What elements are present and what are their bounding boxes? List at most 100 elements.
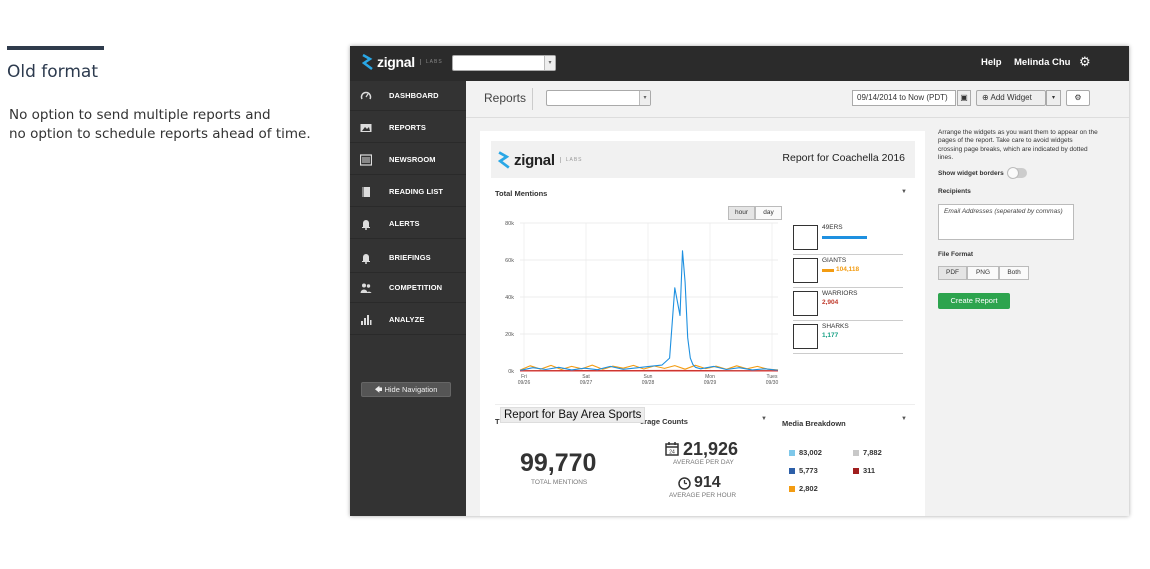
caption-description: No option to send multiple reports and n… [9, 106, 329, 143]
total-mentions-caption: TOTAL MENTIONS [531, 479, 588, 486]
legend-bar [822, 236, 867, 239]
sidebar-item-label: COMPETITION [389, 283, 443, 292]
sidebar-item-briefings[interactable]: BRIEFINGS [350, 243, 466, 273]
sidebar-item-label: BRIEFINGS [389, 253, 431, 262]
report-header: zignal LABS Report for Coachella 2016 [491, 141, 915, 178]
x-tick-day-label: Sun [644, 374, 653, 380]
workspace-select[interactable]: ▾ [452, 55, 556, 71]
tooltip: Report for Bay Area Sports [500, 407, 646, 423]
zignal-logo[interactable]: zignal LABS [362, 54, 443, 70]
caption-accent-bar [7, 46, 104, 50]
legend-bar [822, 269, 834, 272]
date-range-field[interactable]: 09/14/2014 to Now (PDT) [852, 90, 956, 106]
legend-avatar [793, 324, 818, 349]
x-tick-date-label: 09/26 [518, 380, 531, 386]
logo-labs: LABS [419, 59, 443, 65]
sidebar-item-analyze[interactable]: ANALYZE [350, 305, 466, 335]
sidebar-item-newsroom[interactable]: NEWSROOM [350, 145, 466, 175]
recipients-input[interactable]: Email Addresses (seperated by commas) [938, 204, 1074, 240]
day-toggle[interactable]: day [755, 206, 782, 220]
gear-icon[interactable]: ⚙ [1079, 54, 1091, 69]
total-mentions-label: Total Mentions [495, 189, 548, 198]
report-canvas: zignal LABS Report for Coachella 2016 To… [480, 131, 925, 516]
instructions-text: Arrange the widgets as you want them to … [938, 129, 1098, 161]
format-both-button[interactable]: Both [999, 266, 1029, 280]
clock-icon [678, 477, 691, 490]
book-icon [362, 187, 370, 197]
media-breakdown-item: 5,773 [789, 466, 818, 475]
bell-icon [362, 254, 370, 264]
media-value: 2,802 [799, 484, 818, 493]
sidebar-item-alerts[interactable]: ALERTS [350, 209, 466, 239]
chevron-down-icon: ▾ [544, 56, 555, 70]
sidebar-item-label: REPORTS [389, 123, 426, 132]
plus-circle-icon: ⊕ [982, 93, 989, 102]
report-title: Report for Coachella 2016 [782, 152, 905, 164]
legend-name: SHARKS [822, 323, 849, 330]
legend-item: 49ERS [793, 222, 903, 255]
sidebar-item-reports[interactable]: REPORTS [350, 113, 466, 143]
chevron-down-icon[interactable]: ▼ [901, 416, 907, 422]
x-tick-day-label: Sat [582, 374, 590, 380]
user-menu[interactable]: Melinda Chu [1014, 57, 1071, 68]
legend-value: 1,177 [822, 332, 839, 339]
chevron-down-icon: ▾ [639, 91, 650, 105]
legend-item: WARRIORS 2,904 [793, 288, 903, 321]
average-per-hour-value: 914 [694, 474, 721, 491]
calendar-icon: 24 [665, 442, 679, 456]
hour-toggle[interactable]: hour [728, 206, 755, 220]
calendar-icon[interactable]: ▣ [957, 90, 971, 106]
sidebar-item-label: NEWSROOM [389, 155, 436, 164]
sidebar-item-competition[interactable]: COMPETITION [350, 273, 466, 303]
media-breakdown-label: Media Breakdown [782, 419, 846, 428]
bell-icon [362, 220, 370, 230]
logo-labs: LABS [559, 157, 583, 163]
media-breakdown-item: 2,802 [789, 484, 818, 493]
sidebar-item-reading-list[interactable]: READING LIST [350, 177, 466, 207]
legend-value: 2,904 [822, 299, 839, 306]
logo-word: zignal [514, 151, 555, 169]
sidebar-item-dashboard[interactable]: DASHBOARD [350, 81, 466, 111]
create-report-button[interactable]: Create Report [938, 293, 1010, 309]
y-tick-label: 20k [505, 332, 514, 338]
y-tick-label: 80k [505, 221, 514, 227]
x-tick-day-label: Mon [705, 374, 715, 380]
main-header: Reports ▾ 09/14/2014 to Now (PDT) ▣ ⊕ Ad… [466, 81, 1129, 118]
format-pdf-button[interactable]: PDF [938, 266, 967, 280]
help-link[interactable]: Help [981, 57, 1002, 68]
arrow-left-icon: 🡄 [374, 385, 383, 394]
sidebar: DASHBOARD REPORTS NEWSROOM READING LIST … [350, 81, 466, 516]
total-mentions-value: 99,770 [520, 449, 597, 477]
add-widget-button[interactable]: ⊕ Add Widget [976, 90, 1046, 106]
legend-item: SHARKS 1,177 [793, 321, 903, 354]
users-icon [360, 283, 372, 293]
x-tick-day-label: Tues [767, 374, 778, 380]
gear-icon[interactable]: ⚙ [1066, 90, 1090, 106]
chevron-down-icon[interactable]: ▼ [901, 189, 907, 195]
y-tick-label: 60k [505, 258, 514, 264]
average-per-day-value: 21,926 [683, 439, 739, 459]
zignal-logo-mark-icon [498, 151, 510, 169]
chevron-down-icon[interactable]: ▾ [1046, 90, 1061, 106]
format-png-button[interactable]: PNG [967, 266, 999, 280]
x-tick-day-label: Fri [521, 374, 527, 380]
zignal-logo-mark-icon [362, 54, 373, 70]
chevron-down-icon[interactable]: ▼ [761, 416, 767, 422]
legend-avatar [793, 291, 818, 316]
report-options-panel: Arrange the widgets as you want them to … [935, 128, 1125, 516]
average-counts-label: erage Counts [640, 417, 688, 426]
sidebar-item-label: ALERTS [389, 219, 420, 228]
report-select[interactable]: ▾ [546, 90, 651, 106]
media-swatch [789, 467, 795, 474]
hide-navigation-button[interactable]: 🡄 Hide Navigation [361, 382, 451, 397]
app-window: zignal LABS ▾ Help Melinda Chu ⚙ DASHBOA… [350, 46, 1129, 516]
caption-title: Old format [7, 62, 99, 82]
report-logo: zignal LABS [498, 151, 583, 169]
show-borders-toggle[interactable] [1007, 167, 1027, 179]
svg-text:24: 24 [669, 450, 675, 456]
section-divider [495, 404, 915, 405]
media-value: 311 [863, 466, 876, 475]
add-widget-label: Add Widget [990, 93, 1032, 102]
x-tick-date-label: 09/30 [766, 380, 779, 386]
header-divider [532, 88, 533, 110]
